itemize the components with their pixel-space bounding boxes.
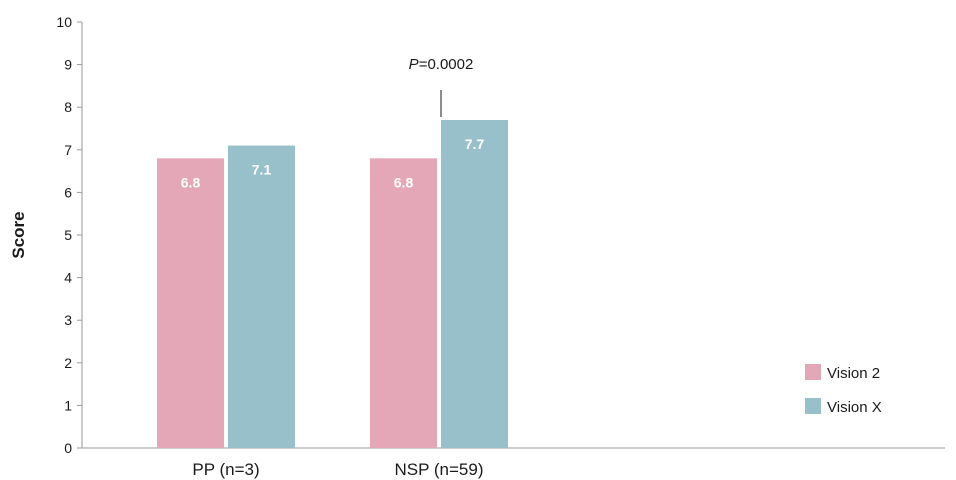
y-ticks: 0 1 2 3 4 5 6 7 8 9 10 <box>56 14 82 456</box>
legend-label: Vision 2 <box>827 365 880 382</box>
bar-vision-x-0 <box>228 145 295 449</box>
y-tick-label: 7 <box>64 142 72 158</box>
annotations: P=0.0002 <box>409 56 474 117</box>
legend-swatch <box>805 398 821 414</box>
legend-swatch <box>805 364 821 380</box>
category-label: PP (n=3) <box>192 460 259 479</box>
bar-value-label: 7.7 <box>465 136 485 152</box>
y-tick-label: 9 <box>64 57 72 73</box>
bars <box>157 119 508 449</box>
bar-vision-2-1 <box>370 158 437 448</box>
bar-vision-x-1 <box>441 119 508 448</box>
y-tick-label: 4 <box>64 270 72 286</box>
category-label: NSP (n=59) <box>395 460 484 479</box>
y-tick-label: 3 <box>64 312 72 328</box>
p-value-annotation: P=0.0002 <box>409 56 474 73</box>
y-tick-label: 10 <box>56 14 72 30</box>
y-axis-title: Score <box>9 211 28 258</box>
bar-labels: 6.8 6.8 7.1 7.7 <box>181 136 485 190</box>
bar-value-label: 6.8 <box>181 174 201 190</box>
y-tick-label: 0 <box>64 440 72 456</box>
y-tick-label: 1 <box>64 397 72 413</box>
y-tick-label: 2 <box>64 355 72 371</box>
category-labels: PP (n=3) NSP (n=59) <box>192 460 483 479</box>
y-tick-label: 8 <box>64 99 72 115</box>
y-tick-label: 5 <box>64 227 72 243</box>
y-tick-label: 6 <box>64 184 72 200</box>
legend-label: Vision X <box>827 399 882 416</box>
bar-value-label: 6.8 <box>394 174 414 190</box>
p-symbol: P <box>409 56 419 73</box>
bar-vision-2-0 <box>157 158 224 448</box>
legend: Vision 2 Vision X <box>805 364 882 416</box>
p-value-text: =0.0002 <box>419 56 474 73</box>
bar-value-label: 7.1 <box>252 162 272 178</box>
